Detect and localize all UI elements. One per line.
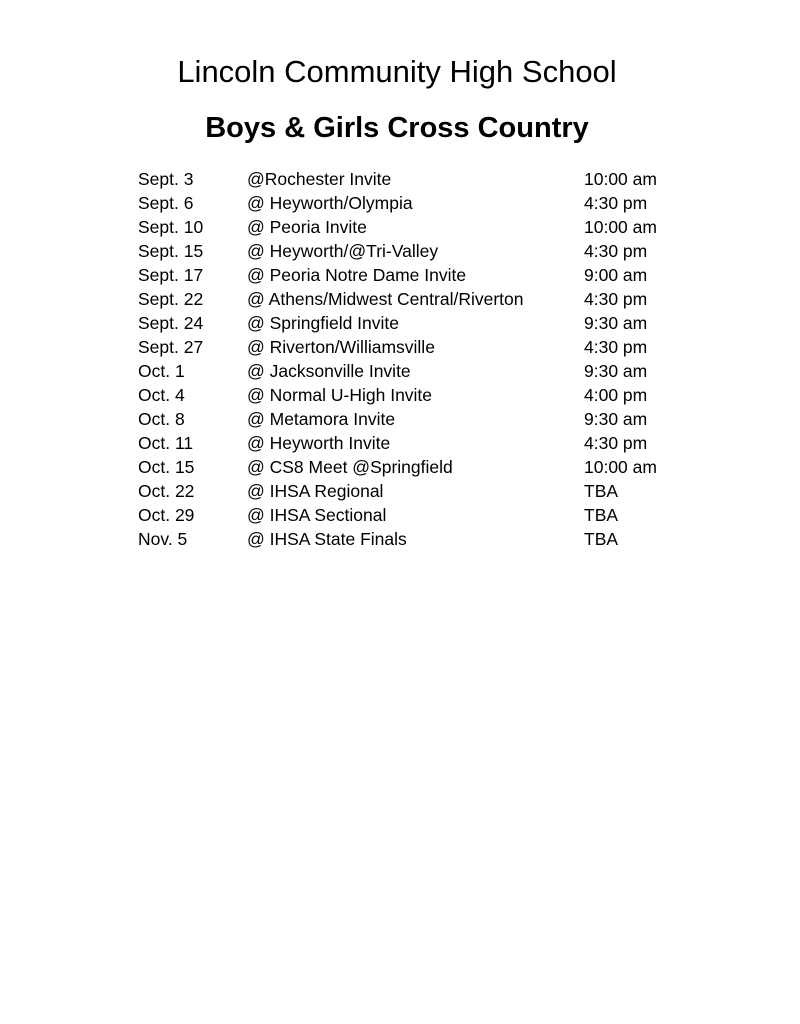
schedule-row: Sept. 22 @ Athens/Midwest Central/Riverto…: [138, 288, 698, 312]
meet-date: Sept. 15: [138, 241, 204, 261]
schedule-row: Nov. 5 @ IHSA State Finals TBA: [138, 528, 698, 552]
meet-date: Oct. 22: [138, 481, 195, 501]
meet-event: @ Peoria Notre Dame Invite: [247, 265, 467, 285]
meet-date: Sept. 22: [138, 289, 204, 309]
meet-time: 4:30 pm: [584, 337, 648, 357]
meet-event: @Rochester Invite: [247, 169, 392, 189]
schedule-row: Oct. 4 @ Normal U-High Invite 4:00 pm: [138, 384, 698, 408]
schedule-row: Sept. 10 @ Peoria Invite 10:00 am: [138, 216, 698, 240]
meet-time: TBA: [584, 529, 619, 549]
meet-event: @ Jacksonville Invite: [247, 361, 411, 381]
meet-date: Oct. 29: [138, 505, 195, 525]
schedule-row: Oct. 8 @ Metamora Invite 9:30 am: [138, 408, 698, 432]
schedule-row: Oct. 11 @ Heyworth Invite 4:30 pm: [138, 432, 698, 456]
meet-date: Oct. 1: [138, 361, 185, 381]
meet-event: @ IHSA Regional: [247, 481, 384, 501]
meet-event: @ CS8 Meet @Springfield: [247, 457, 453, 477]
schedule-row: Oct. 29 @ IHSA Sectional TBA: [138, 504, 698, 528]
schedule-row: Sept. 24 @ Springfield Invite 9:30 am: [138, 312, 698, 336]
schedule-row: Sept. 6 @ Heyworth/Olympia 4:30 pm: [138, 192, 698, 216]
meet-time: 4:30 pm: [584, 289, 648, 309]
meet-date: Sept. 6: [138, 193, 194, 213]
meet-date: Sept. 3: [138, 169, 194, 189]
meet-event: @ Metamora Invite: [247, 409, 396, 429]
meet-date: Oct. 15: [138, 457, 195, 477]
schedule-row: Oct. 15 @ CS8 Meet @Springfield 10:00 am: [138, 456, 698, 480]
schedule-row: Sept. 17 @ Peoria Notre Dame Invite 9:00 a…: [138, 264, 698, 288]
meet-date: Oct. 8: [138, 409, 185, 429]
meet-time: 10:00 am: [584, 457, 657, 477]
schedule-row: Sept. 3 @Rochester Invite 10:00 am: [138, 168, 698, 192]
page-subtitle: Boys & Girls Cross Country: [205, 112, 589, 144]
meet-time: 9:30 am: [584, 409, 648, 429]
schedule-row: Oct. 1 @ Jacksonville Invite 9:30 am: [138, 360, 698, 384]
meet-event: @ IHSA State Finals: [247, 529, 407, 549]
meet-time: 4:00 pm: [584, 385, 648, 405]
meet-date: Sept. 27: [138, 337, 204, 357]
meet-event: @ Springfield Invite: [247, 313, 400, 333]
meet-time: 10:00 am: [584, 217, 657, 237]
page-title: Lincoln Community High School: [177, 54, 617, 89]
schedule-row: Sept. 27 @ Riverton/Williamsville 4:30 pm: [138, 336, 698, 360]
meet-time: 4:30 pm: [584, 433, 648, 453]
meet-date: Sept. 10: [138, 217, 204, 237]
meet-time: 4:30 pm: [584, 193, 648, 213]
meet-date: Sept. 17: [138, 265, 204, 285]
meet-event: @ Riverton/Williamsville: [247, 337, 435, 357]
meet-event: @ Athens/Midwest Central/Riverton: [247, 289, 524, 309]
meet-event: @ Peoria Invite: [247, 217, 367, 237]
meet-time: 9:00 am: [584, 265, 648, 285]
meet-event: @ Heyworth Invite: [247, 433, 391, 453]
meet-date: Nov. 5: [138, 529, 188, 549]
meet-time: TBA: [584, 505, 619, 525]
meet-event: @ IHSA Sectional: [247, 505, 387, 525]
meet-time: 9:30 am: [584, 361, 648, 381]
meet-date: Oct. 11: [138, 433, 194, 453]
meet-time: 10:00 am: [584, 169, 657, 189]
meet-time: TBA: [584, 481, 619, 501]
meet-time: 4:30 pm: [584, 241, 648, 261]
schedule-row: Oct. 22 @ IHSA Regional TBA: [138, 480, 698, 504]
meet-date: Sept. 24: [138, 313, 204, 333]
meet-date: Oct. 4: [138, 385, 185, 405]
meet-event: @ Normal U-High Invite: [247, 385, 433, 405]
schedule-row: Sept. 15 @ Heyworth/@Tri-Valley 4:30 pm: [138, 240, 698, 264]
meet-event: @ Heyworth/Olympia: [247, 193, 413, 213]
schedule-list: Sept. 3 @Rochester Invite 10:00 am Sept. 6 @…: [138, 168, 698, 552]
meet-time: 9:30 am: [584, 313, 648, 333]
meet-event: @ Heyworth/@Tri-Valley: [247, 241, 439, 261]
